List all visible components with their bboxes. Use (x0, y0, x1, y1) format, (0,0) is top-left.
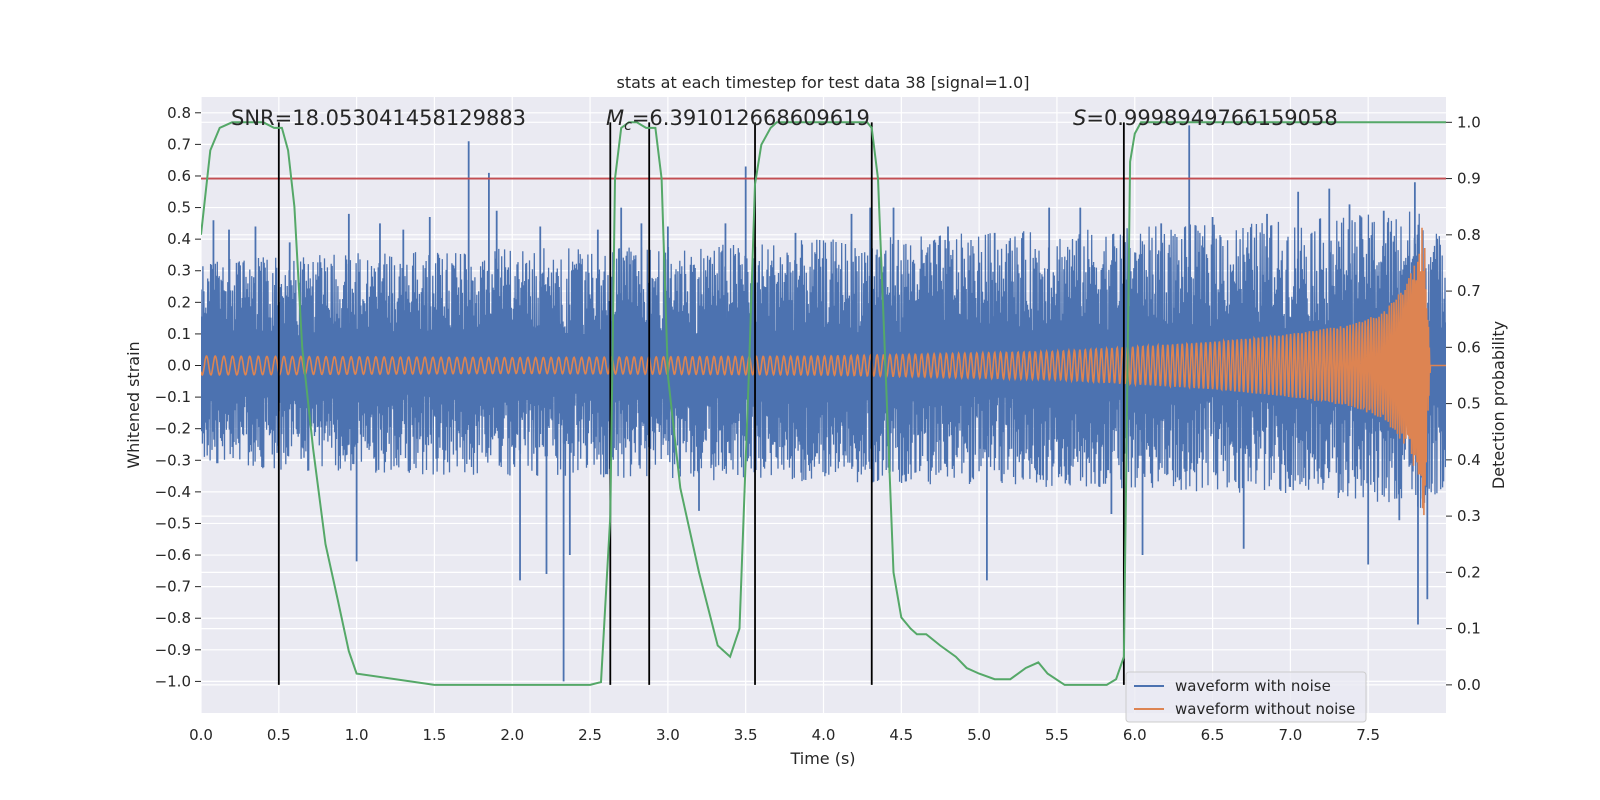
legend-label-without-noise: waveform without noise (1175, 700, 1355, 718)
s-symbol: S (1073, 106, 1086, 130)
chirp-mass-symbol: M (606, 106, 624, 130)
y-left-tick-label: 0.8 (167, 104, 191, 122)
s-annotation: S=0.9998949766159058 (1073, 106, 1338, 130)
waveform-with-noise-line (201, 211, 1446, 508)
x-tick-label: 6.0 (1123, 726, 1147, 744)
y-left-tick-label: −0.1 (155, 388, 191, 406)
series-waveform-without-noise (201, 227, 1446, 516)
y-right-tick-label: 0.9 (1457, 170, 1481, 188)
axis-ticks: 0.0 0.5 1.0 1.5 2.0 2.5 3.0 3.5 4.0 4.5 5.0 5.5 6.0 6… (155, 104, 1481, 744)
y-left-tick-label: −0.6 (155, 546, 191, 564)
x-tick-label: 5.5 (1045, 726, 1069, 744)
y-right-tick-label: 0.4 (1457, 451, 1481, 469)
x-tick-label: 2.0 (500, 726, 524, 744)
y-axis-left-label: Whitened strain (124, 341, 143, 468)
y-axis-right-label: Detection probability (1489, 321, 1508, 489)
legend: waveform with noise waveform without noi… (1125, 671, 1367, 723)
x-tick-label: 5.0 (967, 726, 991, 744)
chirp-mass-value: =6.391012668609619 (632, 106, 870, 130)
y-right-tick-label: 0.2 (1457, 563, 1481, 581)
y-right-tick-label: 0.5 (1457, 395, 1481, 413)
y-left-tick-label: 0.4 (167, 230, 191, 248)
waveform-without-noise-line (201, 227, 1446, 516)
y-left-tick-label: 0.3 (167, 262, 191, 280)
x-tick-label: 3.5 (734, 726, 758, 744)
snr-annotation: SNR=18.053041458129883 (231, 106, 526, 130)
y-right-tick-label: 0.3 (1457, 507, 1481, 525)
x-tick-label: 4.0 (812, 726, 836, 744)
y-left-tick-label: 0.0 (167, 357, 191, 375)
y-left-tick-label: 0.5 (167, 199, 191, 217)
x-tick-label: 7.5 (1356, 726, 1380, 744)
y-left-tick-label: 0.1 (167, 325, 191, 343)
legend-label-with-noise: waveform with noise (1175, 677, 1331, 695)
y-right-tick-label: 0.0 (1457, 676, 1481, 694)
y-left-tick-label: −0.2 (155, 420, 191, 438)
x-tick-label: 0.0 (189, 726, 213, 744)
series-waveform-with-noise (201, 125, 1446, 682)
detection-probability-line (201, 121, 1446, 686)
chirp-mass-subscript: c (624, 118, 632, 134)
x-tick-label: 7.0 (1278, 726, 1302, 744)
x-tick-label: 6.5 (1201, 726, 1225, 744)
y-left-tick-label: −0.8 (155, 609, 191, 627)
y-right-tick-label: 0.1 (1457, 620, 1481, 638)
x-tick-label: 0.5 (267, 726, 291, 744)
y-left-tick-label: −0.5 (155, 514, 191, 532)
y-left-tick-label: 0.7 (167, 135, 191, 153)
vertical-markers (277, 122, 1125, 685)
x-tick-label: 3.0 (656, 726, 680, 744)
y-right-tick-label: 0.6 (1457, 338, 1481, 356)
series-detection-probability (201, 121, 1446, 686)
x-tick-label: 1.0 (345, 726, 369, 744)
chirp-mass-annotation: Mc=6.391012668609619 (606, 106, 870, 134)
y-left-tick-label: −0.3 (155, 451, 191, 469)
y-left-tick-label: −0.4 (155, 483, 191, 501)
y-left-tick-label: −0.9 (155, 641, 191, 659)
x-tick-label: 2.5 (578, 726, 602, 744)
y-right-tick-label: 0.7 (1457, 282, 1481, 300)
y-left-tick-label: −1.0 (155, 672, 191, 690)
y-left-tick-label: 0.2 (167, 293, 191, 311)
x-tick-label: 1.5 (423, 726, 447, 744)
y-left-tick-label: −0.7 (155, 578, 191, 596)
s-value: =0.9998949766159058 (1086, 106, 1337, 130)
y-right-tick-label: 1.0 (1457, 113, 1481, 131)
y-left-tick-label: 0.6 (167, 167, 191, 185)
y-right-tick-label: 0.8 (1457, 226, 1481, 244)
chart-title: stats at each timestep for test data 38 … (617, 73, 1030, 92)
legend-box (1125, 671, 1367, 723)
x-axis-label: Time (s) (789, 749, 855, 768)
x-tick-label: 4.5 (889, 726, 913, 744)
